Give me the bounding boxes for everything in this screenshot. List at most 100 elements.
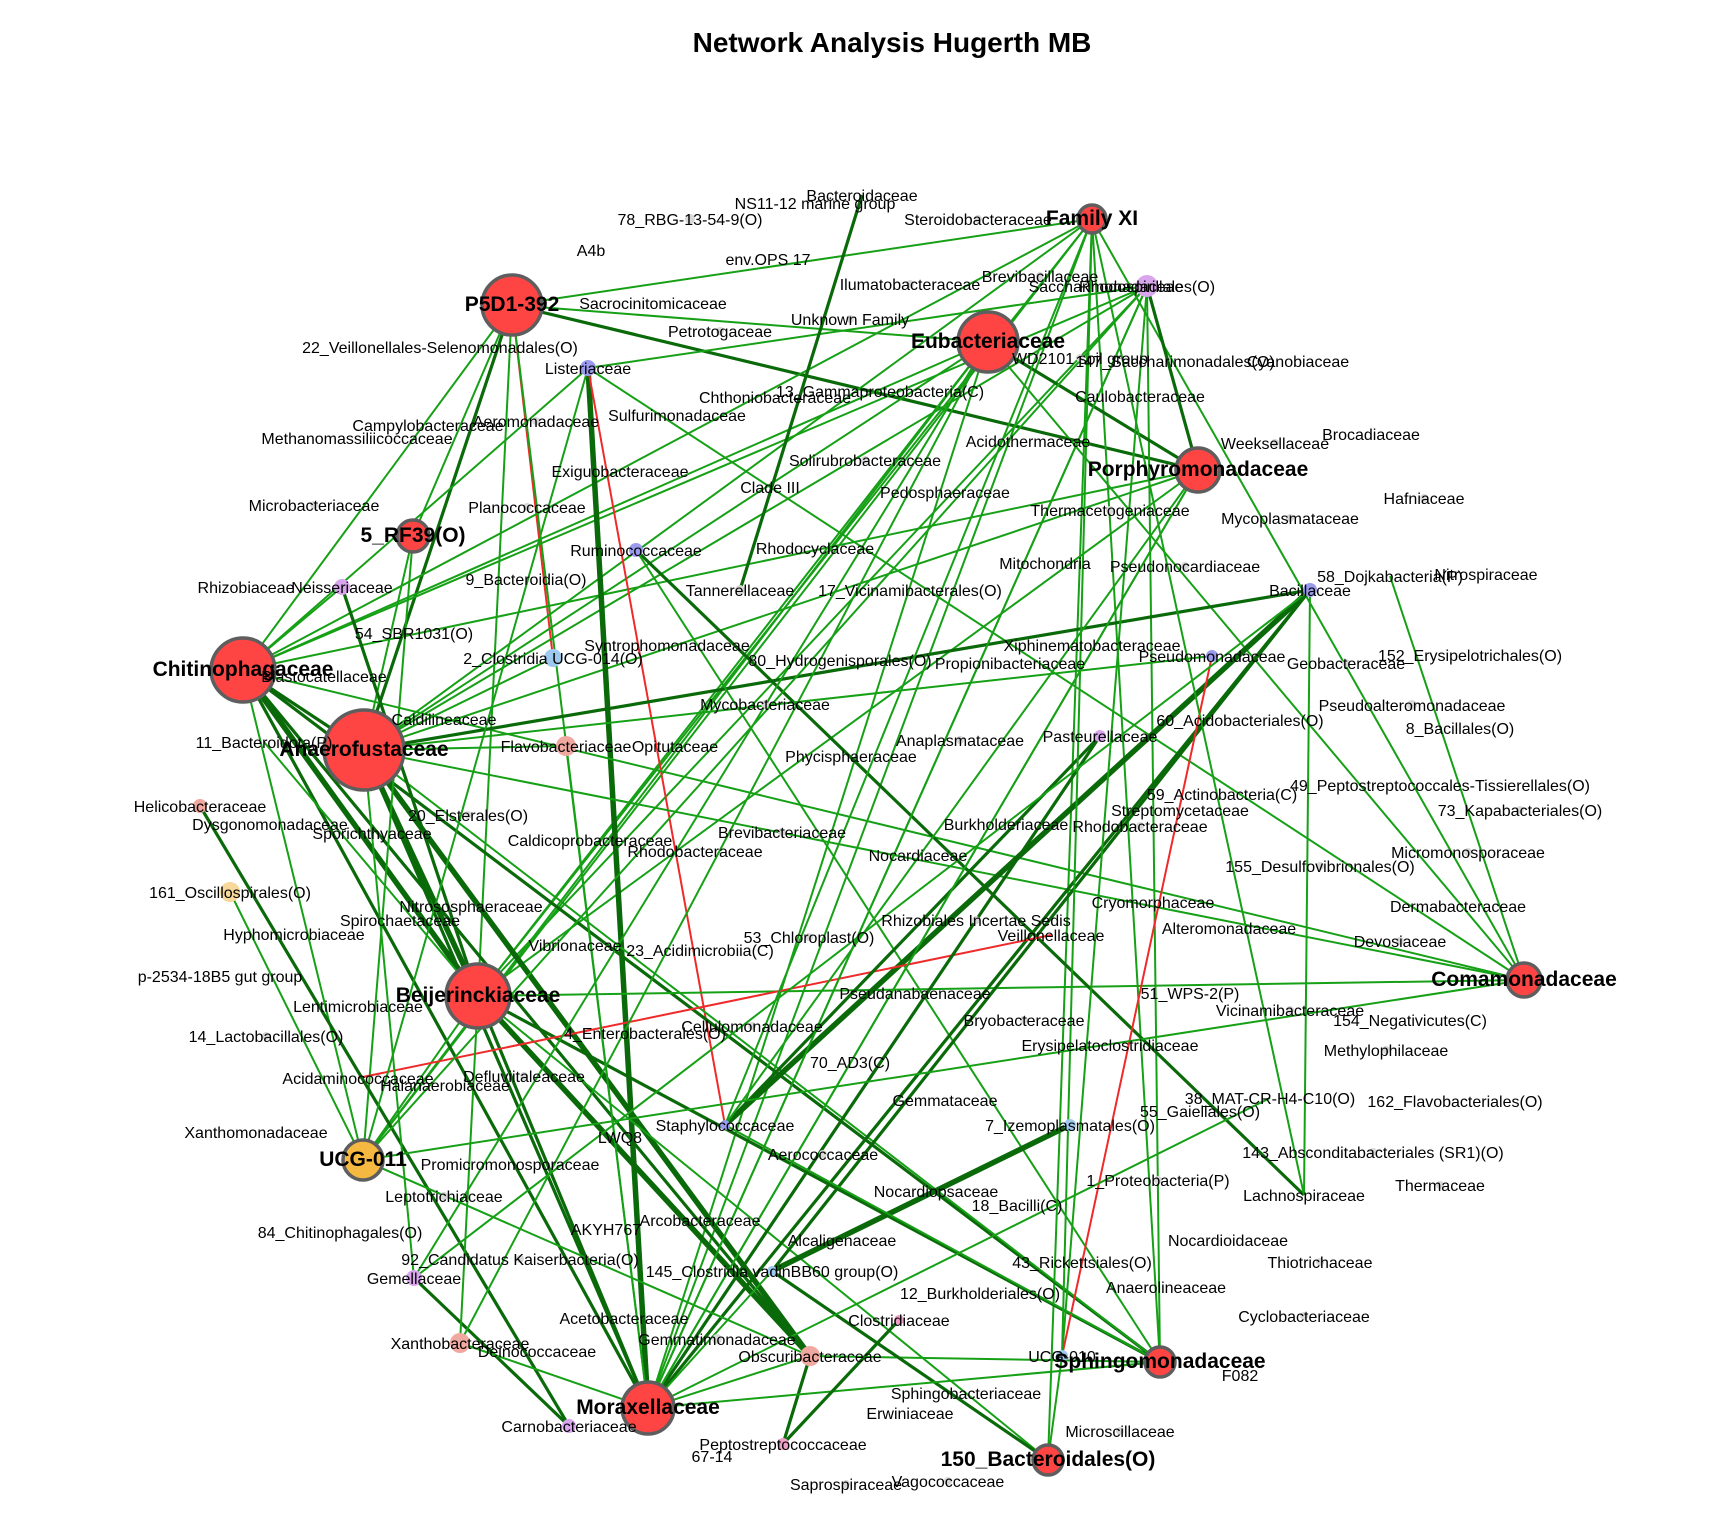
- node-staphylo: [720, 1120, 730, 1130]
- node-label-p5d1: P5D1-392: [465, 293, 560, 316]
- node-label-leptotrich: Leptotrichiaceae: [385, 1189, 503, 1206]
- edge-rhodospir-porphyro: [1145, 285, 1200, 471]
- node-weeksella: [1271, 439, 1279, 447]
- node-label-promicro: Promicromonosporaceae: [421, 1157, 600, 1174]
- edge-bacillac-moraxella: [646, 588, 1312, 1410]
- node-cyclobac: [1300, 1312, 1308, 1320]
- node-label-p2534: p-2534-18B5 gut group: [138, 969, 303, 986]
- node-label-aerococc: Aerococcaceae: [768, 1147, 878, 1164]
- node-thermac2: [1436, 1181, 1444, 1189]
- node-brevibacter: [778, 828, 786, 836]
- node-label-xiphinema: Xiphinematobacteraceae: [1003, 638, 1180, 655]
- node-label-bacteroidia9: 9_Bacteroidia(O): [466, 572, 587, 589]
- node-label-ns11: NS11-12 marine group: [735, 196, 896, 213]
- node-label-bacteroid11: 11_Bacteroidota(P): [196, 735, 333, 752]
- edge-moraxella-vadin145: [647, 1270, 773, 1409]
- node-hafnia: [1420, 494, 1428, 502]
- node-aeromonad: [532, 417, 540, 425]
- node-obscuri: [800, 1346, 820, 1366]
- node-label-bacillac: Bacillaceae: [1269, 583, 1351, 600]
- node-label-opitut: Opitutaceae: [632, 739, 718, 756]
- node-label-vibrion: Vibrionaceae: [528, 938, 621, 955]
- node-rbg78: [685, 214, 695, 224]
- node-label-peptostr49: 49_Peptostreptococcales-Tissierellales(O…: [1290, 778, 1590, 795]
- node-label-obscuri: Obscuribacteraceae: [738, 1349, 881, 1366]
- edge-vadin145-izemopl7: [770, 1122, 1072, 1274]
- node-label-nocardiac: Nocardiaceae: [869, 848, 968, 865]
- edge-familyxi-ucg010: [1061, 218, 1093, 1357]
- node-label-burkh12: 12_Burkholderiales(O): [900, 1286, 1060, 1303]
- node-xanthobac: [450, 1333, 470, 1353]
- node-label-nitrospir: Nitrospiraceae: [1434, 567, 1537, 584]
- node-anaplasm: [956, 736, 964, 744]
- node-label-cyclobac: Cyclobacteriaceae: [1238, 1309, 1370, 1326]
- node-label-micromono: Micromonosporaceae: [1391, 845, 1545, 862]
- edge-clostrid-peptostrep: [781, 1318, 901, 1446]
- node-label-ad3_70: 70_AD3(C): [810, 1055, 890, 1072]
- node-label-sulfuri: Sulfurimonadaceae: [608, 408, 746, 425]
- node-pasteur: [1094, 730, 1106, 742]
- node-label-lentimic: Lentimicrobiaceae: [293, 999, 423, 1016]
- node-label-cryomorph: Cryomorphaceae: [1092, 895, 1215, 912]
- node-label-microscill: Microscillaceae: [1065, 1424, 1174, 1441]
- node-gemmatimon: [712, 1334, 722, 1344]
- node-rf39: [395, 518, 431, 554]
- node-mycobac: [761, 700, 769, 708]
- chart-title: Network Analysis Hugerth MB: [693, 27, 1092, 58]
- node-label-listeria: Listeriaceae: [545, 361, 631, 378]
- node-label-chloro53: 53_Chloroplast(O): [744, 930, 875, 947]
- node-label-anaplasm: Anaplasmataceae: [896, 733, 1024, 750]
- node-pseudonoc: [1181, 562, 1189, 570]
- edge-rf39-ucg011: [362, 535, 414, 1161]
- node-label-sphingomon: Sphingomonadaceae: [1054, 1350, 1265, 1373]
- node-label-phycisph: Phycisphaeraceae: [785, 749, 917, 766]
- node-clostUCG014: [544, 649, 562, 667]
- edge-moraxella-porphyro: [647, 469, 1199, 1409]
- edge-vadin145-bacteroidales150: [771, 1269, 1049, 1462]
- edge-pseudomon-anaerofust: [363, 655, 1213, 751]
- node-label-steroido: Steroidobacteraceae: [904, 212, 1052, 229]
- edge-oscillo161-ucg011: [229, 891, 364, 1161]
- node-label-carnobac: Carnobacteriaceae: [501, 1419, 636, 1436]
- node-label-kapab73: 73_Kapabacteriales(O): [1438, 803, 1603, 820]
- edge-moraxella-rhodospir: [647, 285, 1148, 1409]
- edge-chitino-beijer: [240, 668, 481, 998]
- node-label-ruminoc: Ruminococcaceae: [570, 543, 702, 560]
- node-label-bacill8: 8_Bacillales(O): [1406, 721, 1514, 738]
- edge-bacillac-vadin145: [770, 589, 1312, 1272]
- edge-beijer-comamon: [477, 979, 1525, 997]
- edge-rhodospir-ucg010: [1061, 285, 1148, 1357]
- node-label-aeromonad: Aeromonadaceae: [473, 414, 599, 431]
- node-label-brocadia: Brocadiaceae: [1322, 427, 1420, 444]
- edge-lachnosp-bacillac: [1303, 589, 1311, 1196]
- node-label-weeksella: Weeksellaceae: [1221, 436, 1329, 453]
- node-label-n6714: 67-14: [692, 1449, 733, 1466]
- edge-rhodospir-listeria: [587, 285, 1148, 369]
- edge-xanthobac-beijer: [459, 995, 479, 1344]
- node-label-hydrogeni80: 80_Hydrogenisporales(O): [748, 653, 931, 670]
- node-label-negativ154: 154_Negativicutes(C): [1333, 1013, 1487, 1030]
- node-label-burkhold: Burkholderiaceae: [944, 817, 1069, 834]
- node-label-chitinop84: 84_Chitinophagales(O): [258, 1225, 423, 1242]
- node-izemopl7: [1064, 1119, 1076, 1131]
- node-label-kaiserb92: 92_Candidatus Kaiserbacteria(O): [401, 1252, 638, 1269]
- node-label-methylophil: Methylophilaceae: [1324, 1043, 1449, 1060]
- node-label-defluviit: Defluviitaleaceae: [463, 1069, 585, 1086]
- node-saprospir: [842, 1480, 850, 1488]
- node-moraxella: [620, 1380, 676, 1436]
- node-label-familyxi: Family XI: [1046, 207, 1138, 230]
- node-label-syntroph: Syntrophomonadaceae: [584, 638, 750, 655]
- node-label-rhodobac2: Rhodobacteraceae: [627, 844, 762, 861]
- node-oscillo161: [220, 882, 240, 902]
- edge-p5d1-anaerofust: [362, 304, 514, 751]
- node-bacteroidales150: [1031, 1443, 1065, 1477]
- node-label-caulobac: Caulobacteraceae: [1075, 389, 1205, 406]
- node-kapab73: [1516, 806, 1524, 814]
- node-label-alteromon: Alteromonadaceae: [1162, 921, 1296, 938]
- node-label-propionib: Propionibacteriaceae: [935, 656, 1085, 673]
- node-label-staphylo: Staphylococcaceae: [656, 1118, 795, 1135]
- node-vagococ: [944, 1477, 952, 1485]
- node-rhodobac: [1136, 822, 1144, 830]
- node-label-clostUCG014: 2_Clostridia UCG-014(O): [463, 651, 643, 668]
- node-thermaceto: [1106, 506, 1114, 514]
